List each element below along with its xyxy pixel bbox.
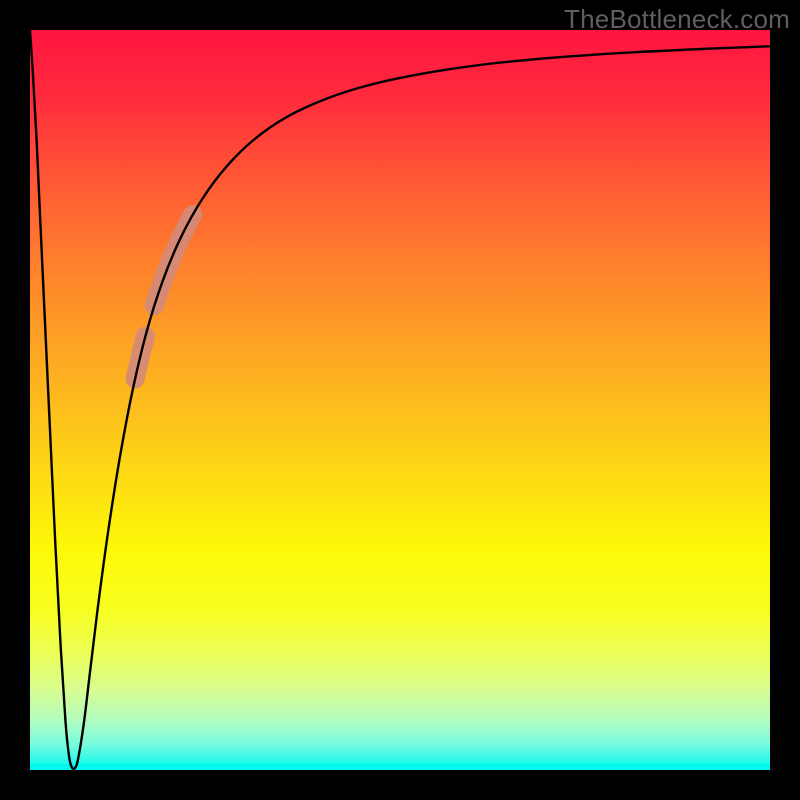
chart-stage: TheBottleneck.com [0,0,800,800]
bottom_green_edge [30,764,770,767]
plot-background [30,30,770,770]
bottleneck-chart [0,0,800,800]
